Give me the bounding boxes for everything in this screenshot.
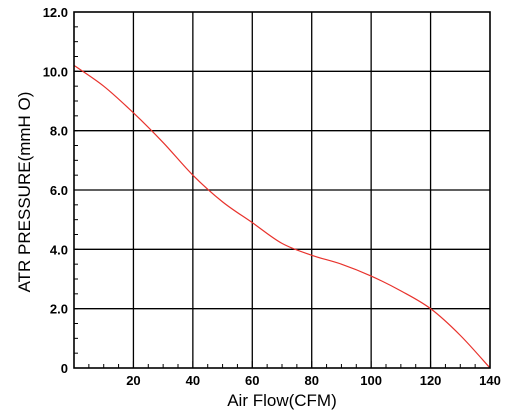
grid-layer [74,12,490,368]
x-tick-label: 100 [360,373,382,388]
pressure-curve [73,64,491,369]
y-tick-label: 4.0 [50,242,68,257]
y-tick-labels: 0 2.0 4.0 6.0 8.0 10.0 12.0 [43,5,68,376]
y-tick-label: 8.0 [50,124,68,139]
x-tick-label: 20 [126,373,140,388]
x-tick-label: 140 [479,373,501,388]
y-tick-label: 2.0 [50,302,68,317]
plot-frame [73,11,491,369]
y-axis-title: ATR PRESSURE(mmH O) [15,92,34,293]
x-tick-label: 80 [304,373,318,388]
series-layer [73,64,491,369]
minor-ticks [74,26,476,368]
y-tick-label: 6.0 [50,183,68,198]
x-tick-label: 40 [186,373,200,388]
plot-border [73,11,491,369]
x-tick-labels: 20 40 60 80 100 120 140 [126,373,501,388]
x-tick-label: 60 [245,373,259,388]
x-axis-title: Air Flow(CFM) [227,391,337,410]
y-tick-label: 10.0 [43,64,68,79]
x-tick-label: 120 [420,373,442,388]
y-tick-label: 12.0 [43,5,68,20]
y-tick-label: 0 [61,361,68,376]
